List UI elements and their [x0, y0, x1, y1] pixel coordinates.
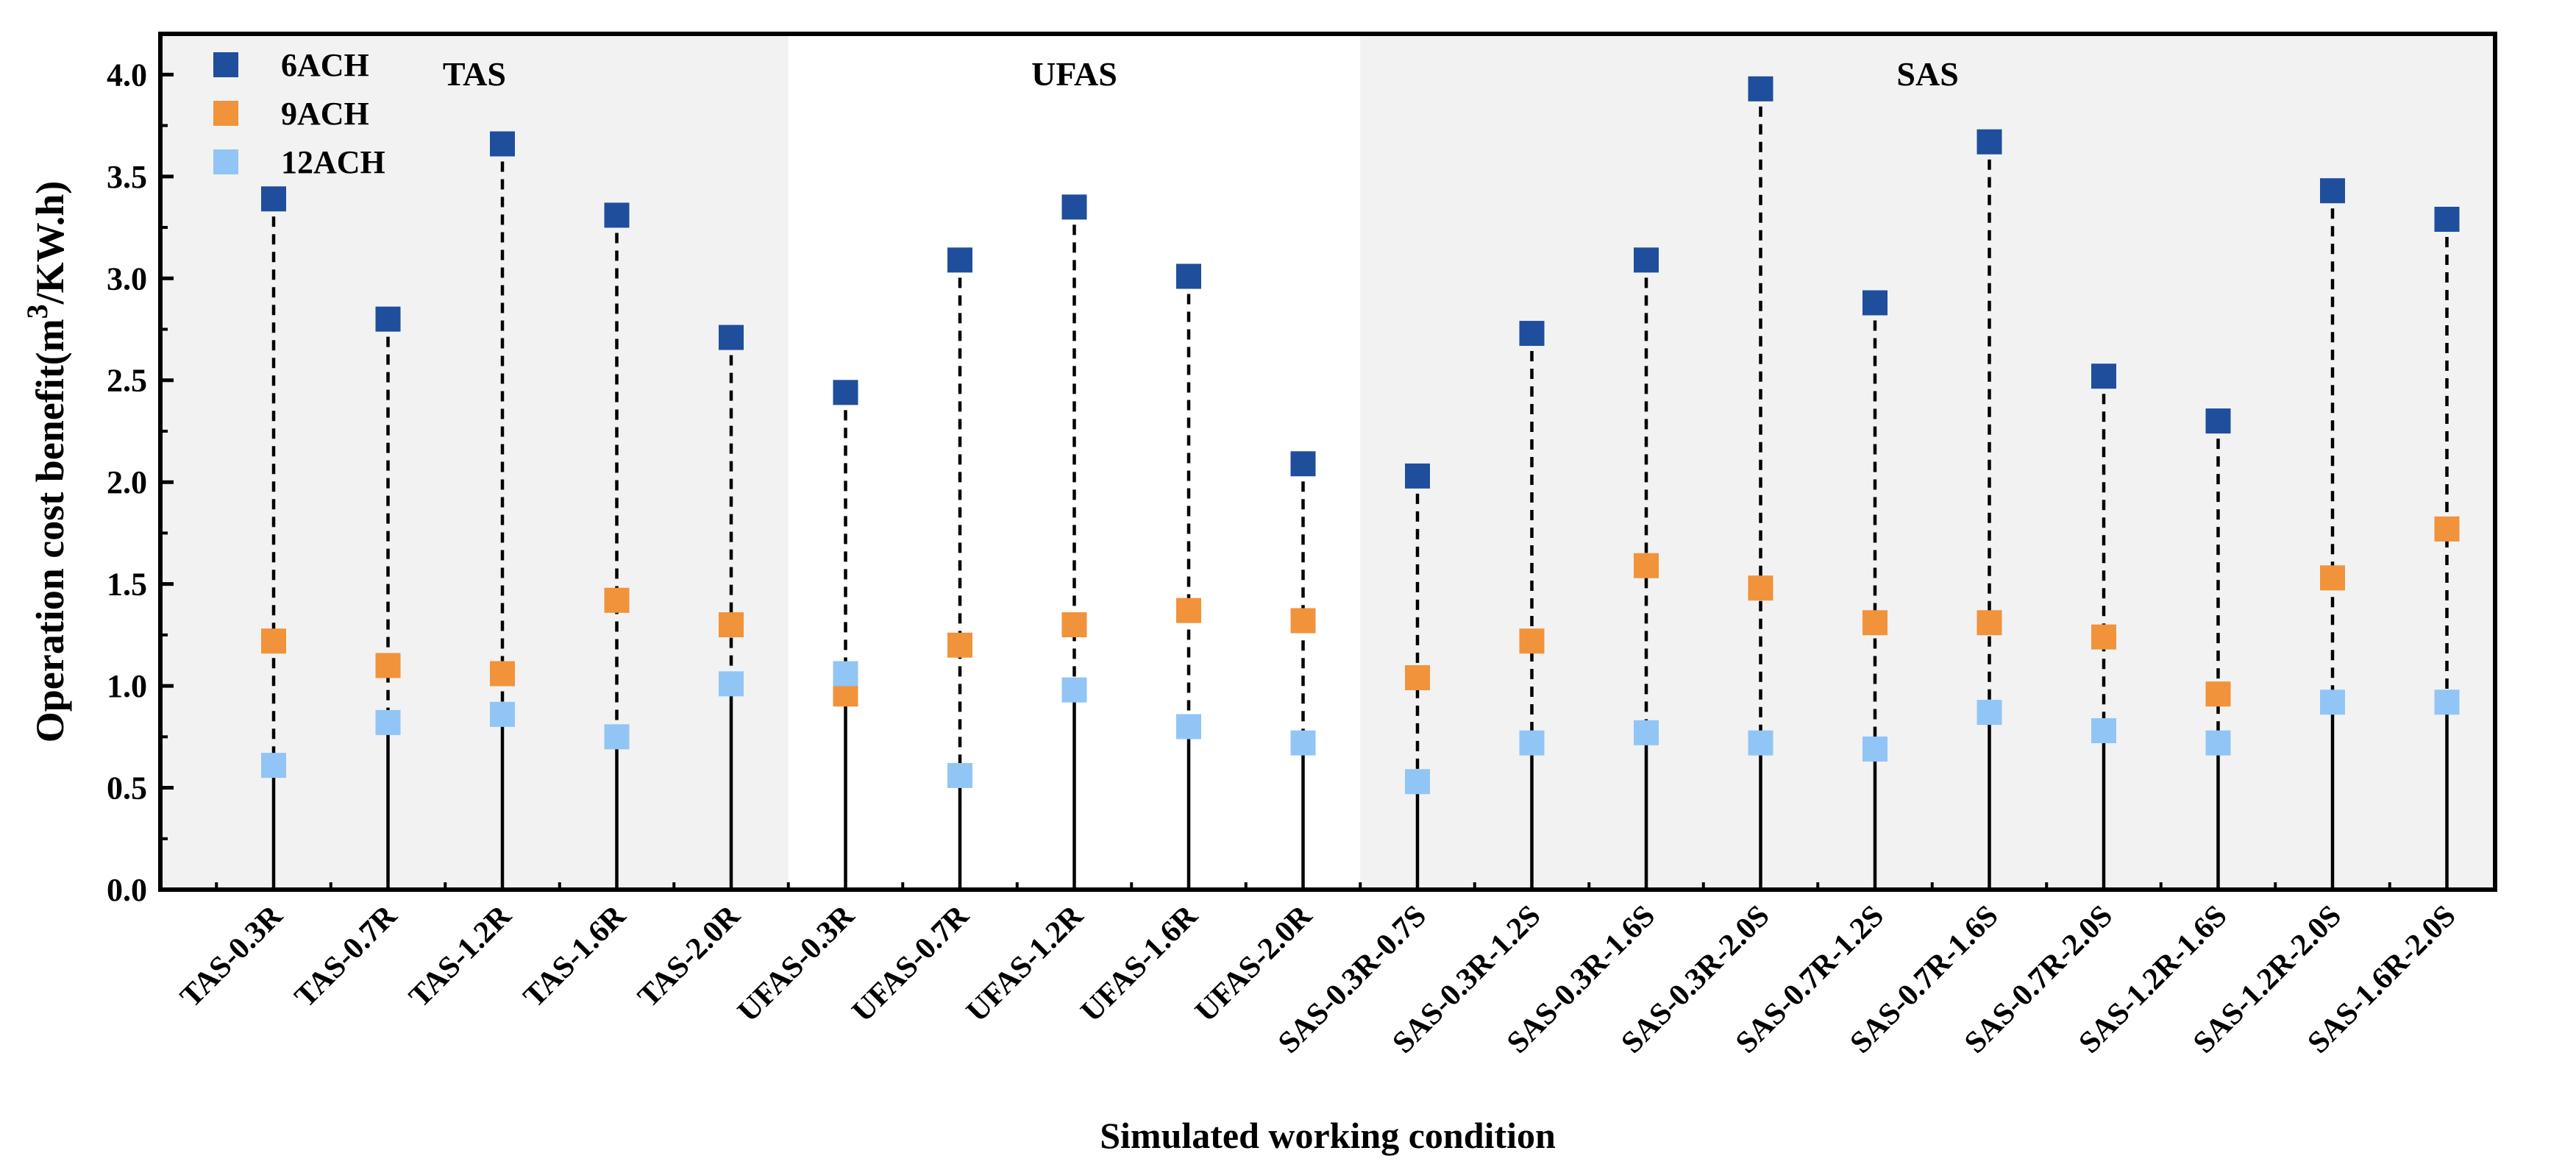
marker-12ach-sas-0.3r-2.0s	[1748, 730, 1773, 756]
marker-9ach-ufas-2.0r	[1290, 608, 1316, 634]
y-axis-title-sup: 3	[21, 304, 54, 319]
x-tick-label: TAS-0.7R	[288, 898, 404, 1014]
marker-6ach-sas-0.3r-1.2s	[1519, 321, 1545, 347]
data-markers	[261, 76, 2460, 795]
legend: 6ACH 9ACH 12ACH	[213, 47, 385, 180]
region-label-ufas: UFAS	[1031, 55, 1117, 93]
x-tick-label: TAS-0.3R	[174, 898, 290, 1014]
y-tick-label: 0.5	[107, 770, 147, 806]
axes	[158, 32, 2497, 892]
marker-9ach-ufas-1.6r	[1176, 598, 1201, 623]
region-label-tas: TAS	[443, 55, 506, 93]
x-tick-label: UFAS-0.7R	[846, 898, 976, 1029]
x-axis-title: Simulated working condition	[1100, 1115, 1556, 1156]
region-background-sas	[1360, 34, 2495, 890]
marker-9ach-sas-0.7r-2.0s	[2091, 624, 2116, 650]
legend-label-9ach: 9ACH	[281, 96, 369, 132]
marker-12ach-ufas-0.3r	[833, 661, 858, 687]
y-axis-title: Operation cost benefit(m3/KW.h)	[21, 181, 72, 742]
marker-12ach-sas-0.7r-1.2s	[1862, 736, 1887, 762]
marker-9ach-sas-1.6r-2.0s	[2434, 516, 2460, 542]
marker-9ach-sas-0.3r-2.0s	[1748, 575, 1773, 601]
y-axis-title-main: Operation cost benefit(m	[28, 319, 72, 742]
y-tick-label: 1.5	[107, 567, 147, 603]
marker-9ach-tas-2.0r	[719, 612, 744, 638]
y-axis-title-tail: /KW.h)	[28, 181, 72, 305]
y-tick-label: 1.0	[107, 668, 147, 704]
marker-12ach-sas-1.2r-1.6s	[2205, 730, 2231, 756]
marker-6ach-sas-1.6r-2.0s	[2434, 206, 2460, 232]
legend-label-12ach: 12ACH	[281, 144, 385, 180]
marker-12ach-tas-1.6r	[604, 724, 630, 750]
region-label-sas: SAS	[1896, 55, 1958, 93]
marker-12ach-sas-0.7r-1.6s	[1977, 700, 2002, 726]
region-backgrounds	[160, 34, 2495, 890]
region-background-tas	[160, 34, 789, 890]
marker-12ach-sas-1.2r-2.0s	[2320, 689, 2345, 715]
marker-6ach-sas-0.7r-2.0s	[2091, 364, 2116, 389]
marker-9ach-tas-1.6r	[604, 587, 630, 613]
marker-6ach-ufas-1.6r	[1176, 263, 1201, 289]
marker-12ach-ufas-2.0r	[1290, 730, 1316, 756]
x-tick-label: TAS-2.0R	[632, 898, 747, 1014]
marker-6ach-ufas-0.7r	[947, 247, 972, 273]
marker-6ach-sas-0.7r-1.2s	[1862, 290, 1887, 316]
x-tick-label: UFAS-1.6R	[1075, 898, 1205, 1029]
marker-12ach-sas-0.7r-2.0s	[2091, 718, 2116, 744]
legend-swatch-6ach	[213, 52, 238, 77]
marker-6ach-tas-2.0r	[719, 325, 744, 350]
marker-9ach-ufas-1.2r	[1061, 612, 1087, 638]
marker-6ach-ufas-1.2r	[1061, 194, 1087, 220]
marker-9ach-tas-0.7r	[375, 653, 401, 678]
marker-12ach-ufas-1.2r	[1061, 677, 1087, 703]
marker-12ach-sas-0.3r-1.6s	[1634, 720, 1659, 745]
legend-label-6ach: 6ACH	[281, 47, 369, 83]
marker-12ach-sas-0.3r-1.2s	[1519, 730, 1545, 756]
legend-swatch-9ach	[213, 101, 238, 126]
x-tick-label: UFAS-0.3R	[731, 898, 861, 1029]
marker-6ach-tas-1.6r	[604, 202, 630, 228]
marker-6ach-sas-0.3r-0.7s	[1405, 463, 1430, 489]
marker-6ach-ufas-2.0r	[1290, 451, 1316, 477]
marker-9ach-tas-0.3r	[261, 628, 286, 654]
marker-12ach-tas-0.7r	[375, 709, 401, 735]
marker-12ach-sas-0.3r-0.7s	[1405, 769, 1430, 795]
y-tick-label: 3.5	[107, 159, 147, 195]
marker-9ach-sas-1.2r-2.0s	[2320, 565, 2345, 591]
marker-12ach-ufas-0.7r	[947, 762, 972, 788]
marker-9ach-sas-0.7r-1.2s	[1862, 610, 1887, 636]
marker-6ach-tas-0.3r	[261, 186, 286, 212]
marker-9ach-sas-0.3r-1.6s	[1634, 553, 1659, 578]
marker-9ach-sas-1.2r-1.6s	[2205, 681, 2231, 707]
y-tick-label: 2.0	[107, 464, 147, 500]
marker-6ach-tas-1.2r	[490, 131, 515, 157]
marker-9ach-sas-0.3r-0.7s	[1405, 665, 1430, 691]
marker-6ach-sas-1.2r-1.6s	[2205, 408, 2231, 434]
x-tick-label: TAS-1.6R	[517, 898, 633, 1014]
marker-12ach-sas-1.6r-2.0s	[2434, 689, 2460, 715]
marker-12ach-ufas-1.6r	[1176, 714, 1201, 740]
marker-6ach-sas-1.2r-2.0s	[2320, 178, 2345, 204]
marker-6ach-tas-0.7r	[375, 306, 401, 332]
marker-9ach-ufas-0.7r	[947, 632, 972, 658]
plot-frame	[158, 32, 2497, 892]
marker-6ach-sas-0.3r-2.0s	[1748, 76, 1773, 102]
marker-12ach-tas-1.2r	[490, 701, 515, 727]
marker-6ach-sas-0.3r-1.6s	[1634, 247, 1659, 273]
y-tick-label: 0.0	[107, 872, 147, 908]
marker-9ach-sas-0.3r-1.2s	[1519, 628, 1545, 654]
x-tick-label: UFAS-1.2R	[960, 898, 1090, 1029]
marker-6ach-sas-0.7r-1.6s	[1977, 129, 2002, 155]
marker-9ach-sas-0.7r-1.6s	[1977, 610, 2002, 636]
marker-12ach-tas-2.0r	[719, 671, 744, 697]
y-tick-label: 3.0	[107, 260, 147, 297]
y-tick-label: 2.5	[107, 363, 147, 399]
marker-12ach-tas-0.3r	[261, 753, 286, 779]
legend-swatch-12ach	[213, 149, 238, 174]
x-tick-label: TAS-1.2R	[403, 898, 519, 1014]
marker-9ach-tas-1.2r	[490, 661, 515, 687]
marker-6ach-ufas-0.3r	[833, 380, 858, 405]
y-tick-label: 4.0	[107, 57, 147, 93]
